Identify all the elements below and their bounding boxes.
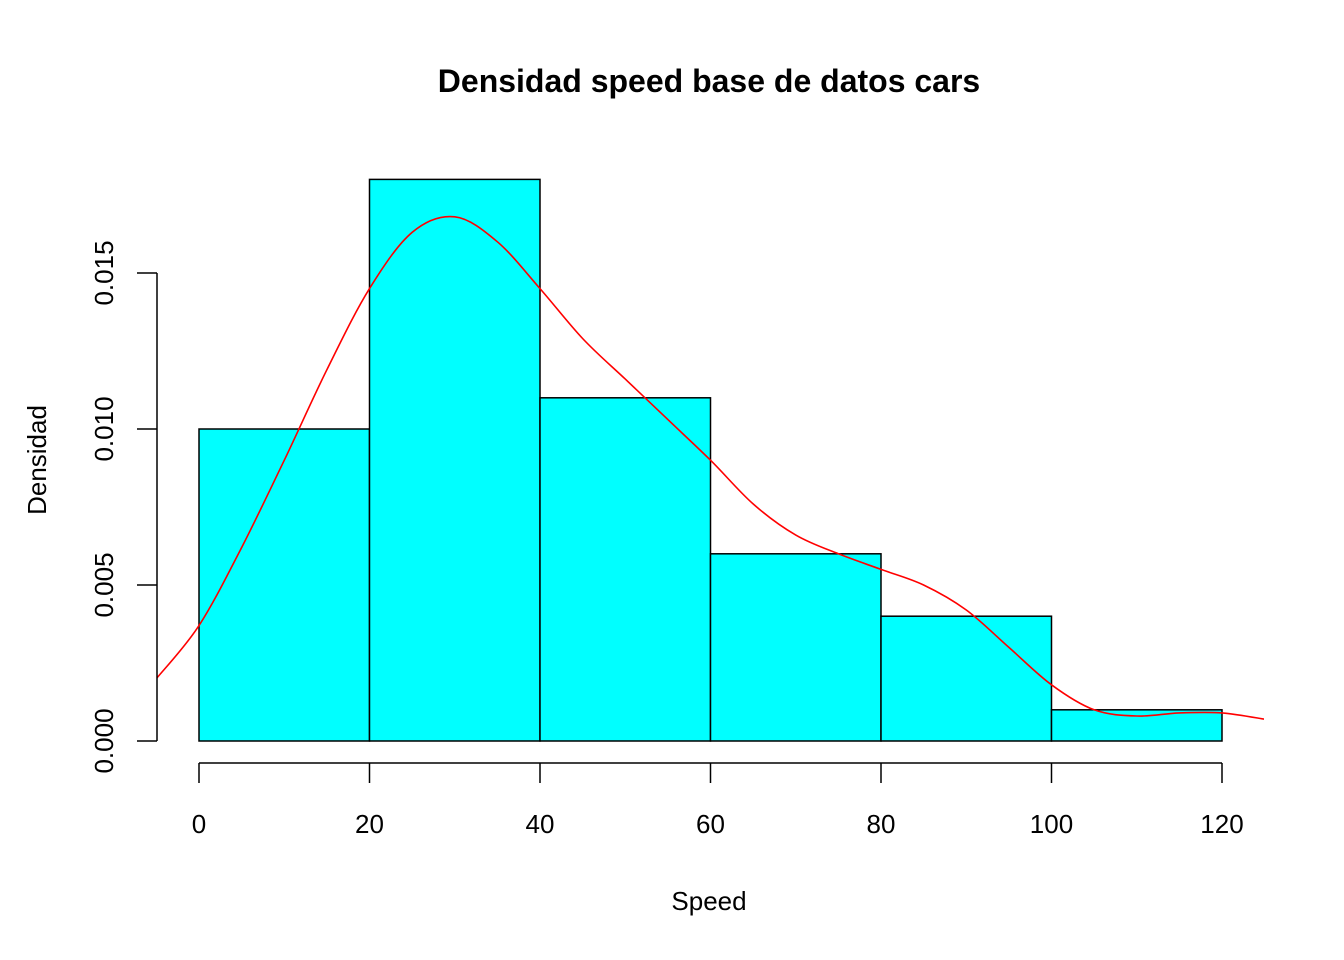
x-tick-label-20: 20 <box>355 809 384 839</box>
x-axis: 0 20 40 60 80 100 120 <box>192 762 1244 839</box>
histogram-bar-0 <box>198 428 371 742</box>
histogram-bar-2 <box>539 397 712 742</box>
x-tick-label-120: 120 <box>1200 809 1243 839</box>
y-axis-title: Densidad <box>22 405 52 515</box>
y-tick-label-0.010: 0.010 <box>89 396 119 461</box>
x-tick-label-100: 100 <box>1030 809 1073 839</box>
chart-title: Densidad speed base de datos cars <box>438 63 980 99</box>
y-axis: 0.000 0.005 0.010 0.015 <box>89 240 158 774</box>
density-curve-layer <box>157 215 1264 720</box>
x-tick-label-0: 0 <box>192 809 206 839</box>
y-tick-label-0.015: 0.015 <box>89 240 119 305</box>
y-tick-label-0.000: 0.000 <box>89 708 119 773</box>
histogram-bar-1 <box>368 178 541 742</box>
y-tick-label-0.005: 0.005 <box>89 552 119 617</box>
x-tick-label-60: 60 <box>696 809 725 839</box>
x-tick-label-80: 80 <box>867 809 896 839</box>
density-curve <box>157 215 1264 720</box>
histogram-bars <box>198 178 1223 742</box>
x-tick-label-40: 40 <box>526 809 555 839</box>
histogram-bar-5 <box>1050 709 1223 742</box>
x-axis-title: Speed <box>671 886 746 916</box>
histogram-bar-3 <box>709 553 882 742</box>
histogram-bar-4 <box>880 615 1053 742</box>
